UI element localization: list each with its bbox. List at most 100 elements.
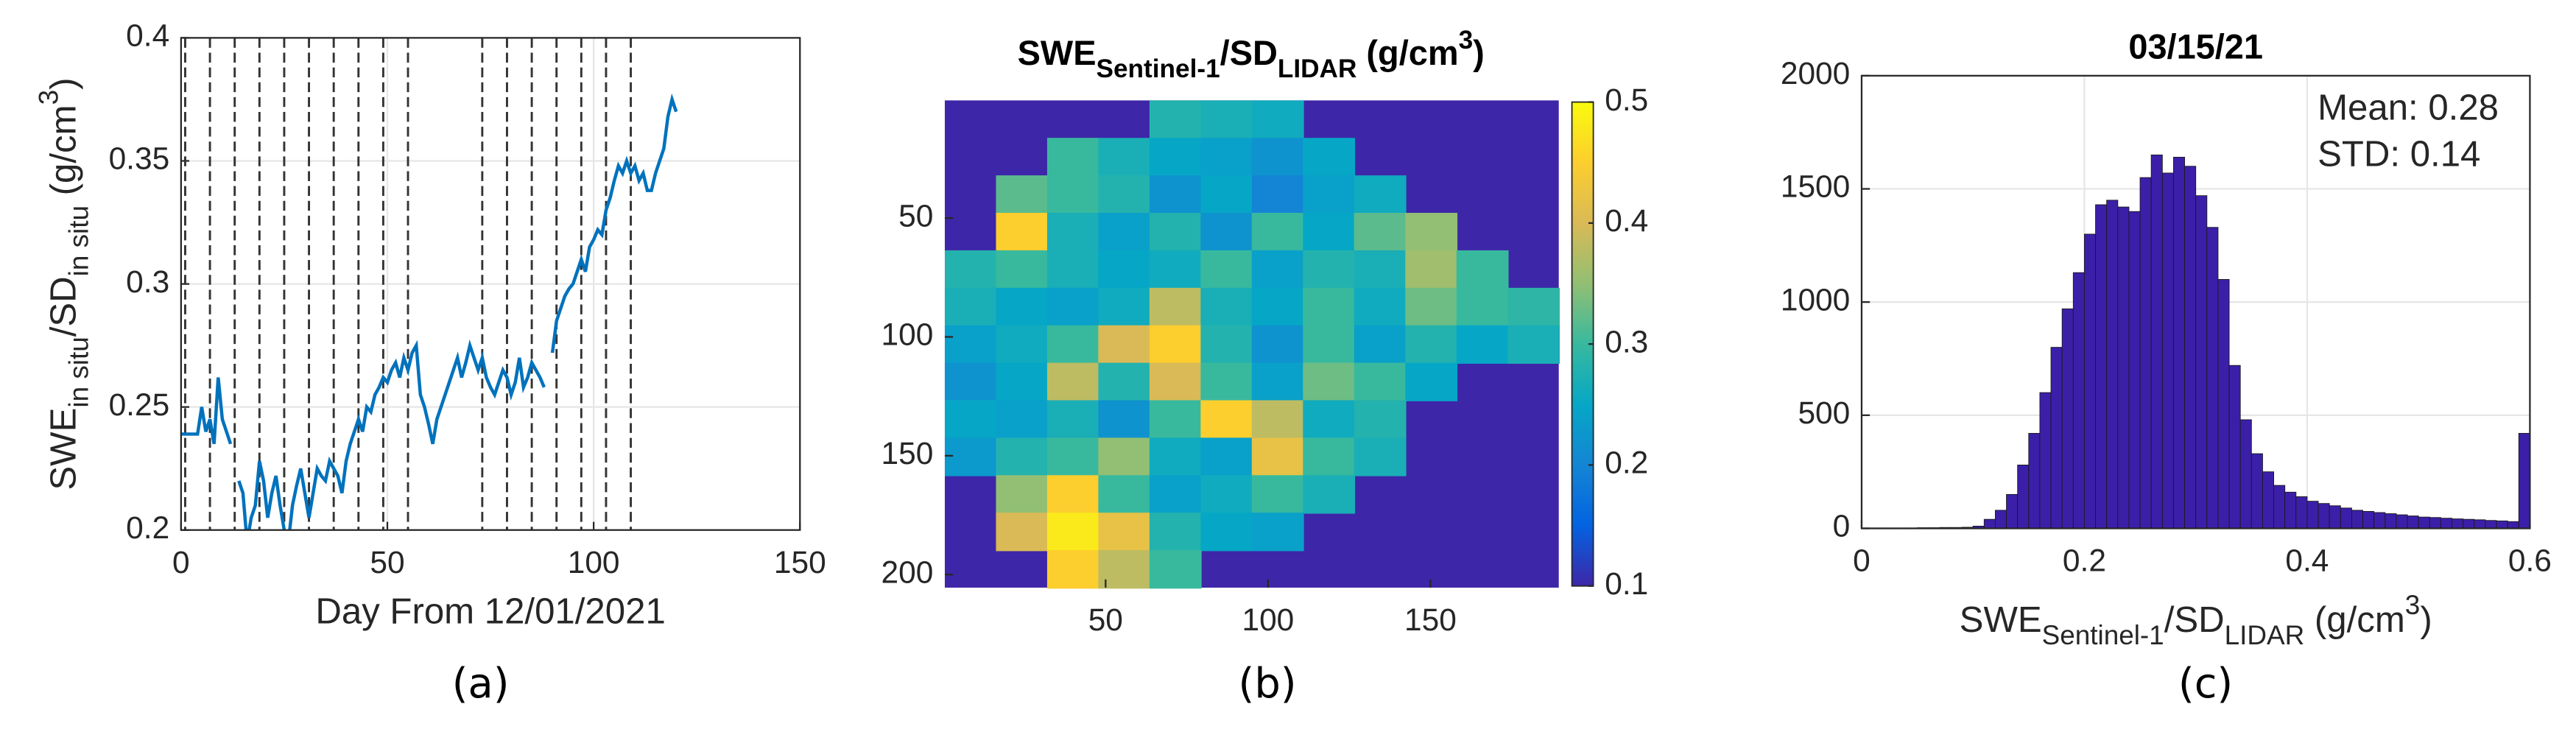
histogram-bar [2340,507,2352,529]
chart-title-part: /SD [1220,34,1278,72]
heatmap-cell [1405,325,1458,364]
y-tick-label: 1000 [1781,282,1850,317]
histogram-bar [2318,503,2330,529]
heatmap-cell [1405,250,1458,289]
histogram-bar [2017,465,2030,529]
panel-label: (c) [2178,660,2233,708]
histogram-bar [2117,206,2130,529]
heatmap-cell [996,213,1049,252]
x-axis-label-part: LIDAR [2225,620,2305,650]
colorbar-tick-label: 0.4 [1605,203,1648,238]
histogram-bar [2362,511,2375,529]
heatmap-cell [1200,475,1253,514]
heatmap-cell [1046,250,1099,289]
heatmap-cell [1354,213,1407,252]
colorbar-tick-label: 0.3 [1605,324,1648,359]
heatmap-cell [1251,513,1304,552]
panel-label: (b) [1239,660,1297,708]
heatmap-cell [1303,287,1356,327]
heatmap-cell [1251,175,1304,214]
heatmap-cell [1046,400,1099,439]
y-axis-label-part: /SD [43,276,83,337]
heatmap-cell [1200,513,1253,552]
y-axis-label-part: in situ [64,205,94,276]
x-tick-label: 100 [568,545,620,580]
heatmap-cell [944,250,997,289]
heatmap-cell [996,362,1049,401]
heatmap-cell [1354,325,1407,364]
heatmap-cell [1098,175,1151,214]
heatmap-cell [1098,362,1151,401]
chart-title: 03/15/21 [2128,27,2263,66]
heatmap-cell [1200,437,1253,476]
histogram-bar [2485,520,2497,529]
y-tick-label: 1500 [1781,169,1850,204]
heatmap-cell [1507,325,1560,364]
histogram-bar [2251,453,2263,529]
histogram-bar [2507,521,2519,529]
heatmap-cell [1046,138,1099,177]
chart-title-part: ) [1473,34,1485,72]
x-tick-label: 50 [370,545,404,580]
histogram-bar [2006,493,2019,529]
heatmap-cell [1200,287,1253,327]
histogram-bar [2295,496,2308,529]
colorbar-tick-label: 0.2 [1605,446,1648,480]
heatmap-cell [996,325,1049,364]
histogram-bar [1994,510,2007,529]
heatmap-cell [1149,325,1202,364]
heatmap-cell [1251,475,1304,514]
colorbar-tick-label: 0.5 [1605,82,1648,117]
heatmap-cell [1046,175,1099,214]
heatmap-cell [1149,138,1202,177]
histogram-bar [2095,204,2108,529]
y-axis-label-part: in situ [64,337,94,407]
heatmap-cell [996,250,1049,289]
heatmap-cell [1303,475,1356,514]
x-axis-label-part: ) [2420,599,2432,640]
heatmap-cell [1303,250,1356,289]
histogram-bar [2106,200,2119,529]
heatmap-cell [1200,213,1253,252]
x-axis-label-part: 3 [2405,590,2421,620]
histogram-bar [2217,278,2230,529]
heatmap-cell [1149,513,1202,552]
heatmap-cell [1098,475,1151,514]
y-tick-label: 0.2 [126,510,169,545]
heatmap-cell [1098,250,1151,289]
heatmap-cell [1149,475,1202,514]
heatmap-cell [1251,400,1304,439]
annotation: Mean: 0.28 [2318,88,2499,128]
histogram-bar [2195,195,2208,529]
histogram-bar [2496,520,2508,529]
axes-box [180,37,801,531]
heatmap-cell [1251,100,1304,139]
heatmap-cell [1149,437,1202,476]
x-tick-label: 0 [172,545,190,580]
histogram-bar [2474,519,2486,529]
heatmap-cell [1200,138,1253,177]
heatmap-cell [1149,400,1202,439]
y-tick-label: 0 [1833,509,1851,543]
histogram-bar [2161,172,2174,529]
heatmap-cell [1456,250,1509,289]
chart-title-part: LIDAR [1278,54,1357,83]
histogram-bar [1983,518,1996,529]
y-tick-label: 150 [881,436,933,471]
heatmap-cell [1251,437,1304,476]
heatmap-cell [1200,100,1253,139]
histogram-bar [2050,347,2063,529]
heatmap-cell [1149,287,1202,327]
heatmap-cell [996,175,1049,214]
heatmap-cell [1200,362,1253,401]
heatmap-cell [1251,138,1304,177]
x-tick-label: 0.6 [2508,543,2552,578]
y-tick-label: 0.25 [109,387,170,422]
x-axis-label-part: /SD [2164,599,2225,640]
colorbar-tick-label: 0.1 [1605,566,1648,601]
heatmap-cell [1046,550,1099,589]
heatmap-cell [1251,362,1304,401]
heatmap-cell [1149,100,1202,139]
heatmap-cell [1354,250,1407,289]
